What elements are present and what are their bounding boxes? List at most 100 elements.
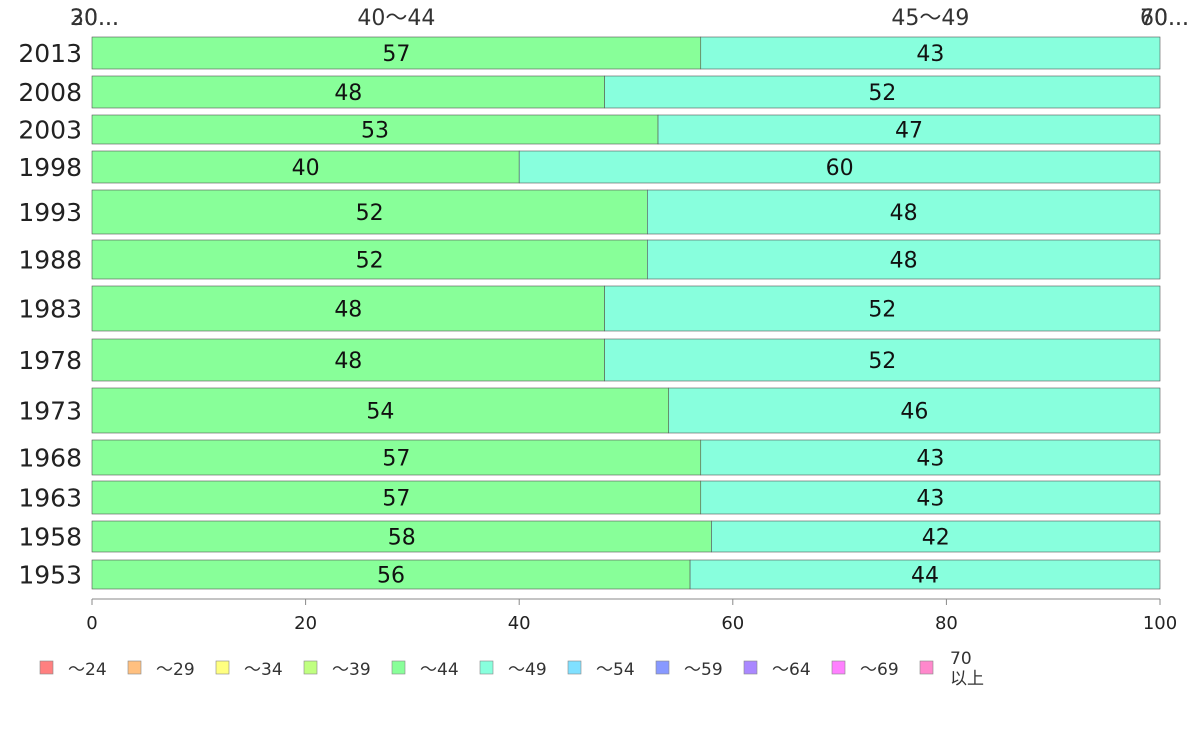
- bar-segment-2003-5: [657, 114, 1161, 145]
- legend-label: ～69: [860, 660, 899, 680]
- bar-value-label: 52: [356, 249, 384, 274]
- bar-value-label: 52: [868, 349, 896, 374]
- legend-label: ～64: [772, 660, 811, 680]
- bar-value-label: 60: [826, 156, 854, 181]
- legend-swatch: [743, 660, 758, 675]
- category-label: 2003: [18, 116, 82, 145]
- legend-swatch: [215, 660, 230, 675]
- category-label: 1993: [18, 198, 82, 227]
- category-label: 1973: [18, 397, 82, 426]
- bar-value-label: 52: [868, 81, 896, 106]
- bar-value-label: 48: [334, 349, 362, 374]
- top-series-label: 60...: [1140, 6, 1188, 31]
- bar-value-label: 54: [366, 400, 394, 425]
- x-tick-label: 60: [721, 613, 744, 634]
- bar-segment-1988-5: [647, 239, 1161, 280]
- bar-value-label: 44: [911, 564, 939, 589]
- legend-label: ～59: [684, 660, 723, 680]
- bar-segment-1958-4: [91, 520, 712, 553]
- bar-segment-1998-4: [91, 150, 520, 184]
- bar-segment-1958-5: [711, 520, 1161, 553]
- bar-segment-1973-4: [91, 387, 670, 434]
- category-label: 2008: [18, 78, 82, 107]
- x-tick-label: 40: [508, 613, 531, 634]
- x-tick-label: 80: [935, 613, 958, 634]
- legend-label: ～44: [420, 660, 459, 680]
- bar-value-label: 42: [922, 526, 950, 551]
- bar-segment-1978-4: [91, 338, 605, 382]
- legend-swatch: [567, 660, 582, 675]
- bar-segment-1953-4: [91, 559, 691, 590]
- bar-segment-1963-5: [700, 480, 1161, 515]
- legend-label: ～34: [244, 660, 283, 680]
- bar-segment-1953-5: [689, 559, 1161, 590]
- legend-label: ～29: [156, 660, 195, 680]
- category-label: 1978: [18, 346, 82, 375]
- category-label: 1988: [18, 246, 82, 275]
- bar-segment-1968-4: [91, 439, 702, 476]
- bar-segment-2008-4: [91, 75, 605, 109]
- bar-value-label: 57: [382, 487, 410, 512]
- legend-swatch: [919, 660, 934, 675]
- x-tick-label: 0: [86, 613, 97, 634]
- top-series-label: 70...: [1140, 6, 1188, 31]
- legend-swatch: [655, 660, 670, 675]
- bar-segment-2003-4: [91, 114, 659, 145]
- bar-segment-1998-5: [518, 150, 1161, 184]
- category-label: 1983: [18, 295, 82, 324]
- legend-label: 以上: [950, 669, 984, 689]
- legend-label: ～24: [68, 660, 107, 680]
- bar-value-label: 57: [382, 447, 410, 472]
- legend-label: ～54: [596, 660, 635, 680]
- bar-segment-1993-5: [647, 189, 1161, 235]
- category-label: 2013: [18, 39, 82, 68]
- x-tick-label: 20: [294, 613, 317, 634]
- bar-value-label: 58: [388, 526, 416, 551]
- bar-segment-2013-5: [700, 36, 1161, 70]
- legend-swatch: [39, 660, 54, 675]
- category-label: 1998: [18, 153, 82, 182]
- bar-value-label: 43: [916, 487, 944, 512]
- bar-segment-1993-4: [91, 189, 648, 235]
- legend-swatch: [391, 660, 406, 675]
- bar-segment-2013-4: [91, 36, 702, 70]
- bar-segment-1983-5: [604, 285, 1161, 332]
- bar-value-label: 52: [868, 298, 896, 323]
- bar-value-label: 48: [890, 249, 918, 274]
- bar-segment-1973-5: [668, 387, 1161, 434]
- bar-value-label: 48: [890, 201, 918, 226]
- bar-segment-1963-4: [91, 480, 702, 515]
- bar-value-label: 43: [916, 42, 944, 67]
- top-series-label: 30...: [70, 6, 119, 31]
- bar-value-label: 53: [361, 119, 389, 144]
- legend-label: ～39: [332, 660, 371, 680]
- category-label: 1953: [18, 561, 82, 590]
- bar-value-label: 43: [916, 447, 944, 472]
- top-series-label: 40～44: [357, 6, 435, 31]
- x-tick-label: 100: [1143, 613, 1177, 634]
- bar-value-label: 56: [377, 564, 405, 589]
- category-label: 1968: [18, 444, 82, 473]
- bar-value-label: 57: [382, 42, 410, 67]
- bar-value-label: 46: [900, 400, 928, 425]
- legend-swatch: [303, 660, 318, 675]
- bar-value-label: 48: [334, 81, 362, 106]
- category-label: 1963: [18, 484, 82, 513]
- legend-swatch: [479, 660, 494, 675]
- top-series-label: 20...: [70, 6, 119, 31]
- bar-value-label: 47: [895, 119, 923, 144]
- bar-segment-1968-5: [700, 439, 1161, 476]
- legend-swatch: [127, 660, 142, 675]
- legend-label: ～49: [508, 660, 547, 680]
- bar-segment-2008-5: [604, 75, 1161, 109]
- bar-value-label: 52: [356, 201, 384, 226]
- bar-value-label: 40: [292, 156, 320, 181]
- bar-segment-1978-5: [604, 338, 1161, 382]
- top-series-label: 45～49: [891, 6, 969, 31]
- legend-swatch: [831, 660, 846, 675]
- legend-label: 70: [950, 649, 972, 669]
- bar-value-label: 48: [334, 298, 362, 323]
- bar-segment-1983-4: [91, 285, 605, 332]
- category-label: 1958: [18, 523, 82, 552]
